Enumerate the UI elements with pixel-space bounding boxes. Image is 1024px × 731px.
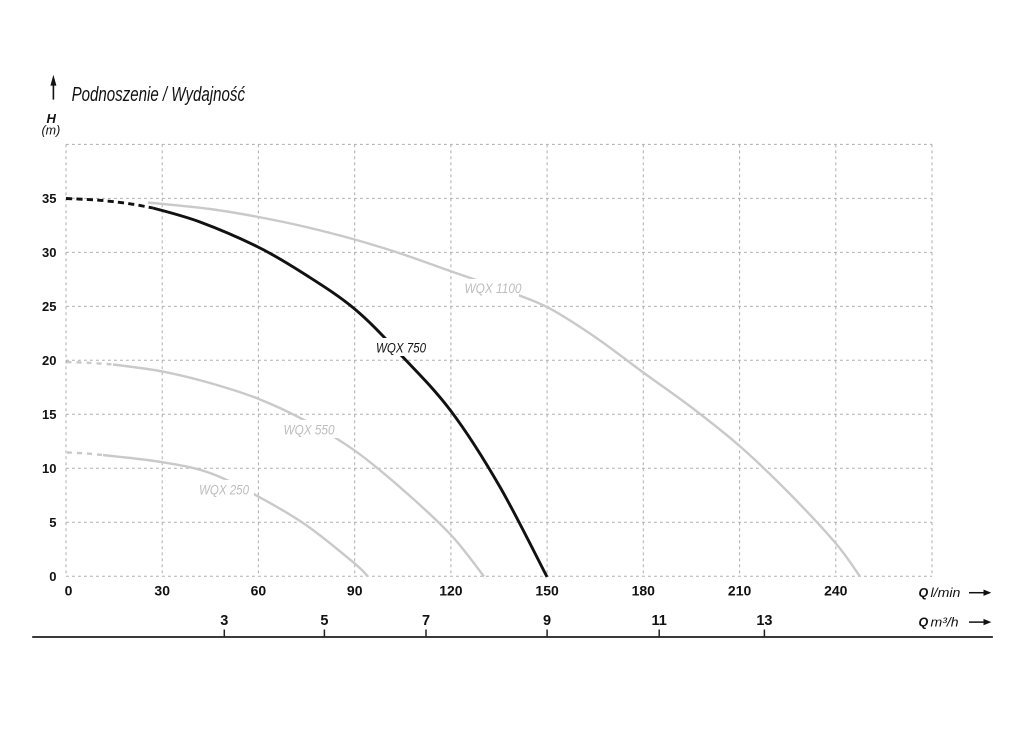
svg-text:m³/h: m³/h (931, 616, 959, 630)
svg-text:13: 13 (756, 613, 772, 629)
svg-text:10: 10 (42, 461, 56, 476)
svg-text:30: 30 (42, 245, 56, 260)
svg-text:11: 11 (652, 613, 667, 629)
svg-text:30: 30 (154, 583, 170, 599)
svg-text:l/min: l/min (931, 586, 961, 600)
svg-text:15: 15 (42, 407, 56, 422)
svg-text:9: 9 (543, 613, 551, 629)
svg-text:180: 180 (632, 583, 656, 599)
svg-text:7: 7 (422, 613, 430, 629)
svg-text:(m): (m) (42, 124, 61, 138)
svg-text:WQX 750: WQX 750 (376, 340, 426, 356)
svg-text:H: H (47, 111, 57, 126)
svg-text:WQX 550: WQX 550 (284, 422, 335, 438)
svg-text:5: 5 (320, 613, 328, 629)
svg-text:210: 210 (728, 583, 752, 599)
svg-text:0: 0 (65, 583, 73, 599)
svg-text:25: 25 (42, 299, 56, 314)
svg-text:5: 5 (49, 515, 56, 530)
svg-text:3: 3 (220, 613, 228, 629)
svg-text:90: 90 (347, 583, 363, 599)
svg-text:35: 35 (42, 191, 56, 206)
svg-text:60: 60 (251, 583, 267, 599)
svg-text:WQX 250: WQX 250 (199, 482, 249, 498)
svg-text:Podnoszenie / Wydajność: Podnoszenie / Wydajność (72, 83, 246, 106)
svg-text:Q: Q (919, 616, 929, 630)
svg-text:0: 0 (49, 569, 56, 584)
svg-text:150: 150 (535, 583, 559, 599)
svg-text:240: 240 (824, 583, 848, 599)
svg-text:120: 120 (439, 583, 463, 599)
svg-text:20: 20 (42, 353, 56, 368)
svg-text:Q: Q (919, 586, 929, 600)
svg-text:WQX 1100: WQX 1100 (465, 280, 522, 296)
